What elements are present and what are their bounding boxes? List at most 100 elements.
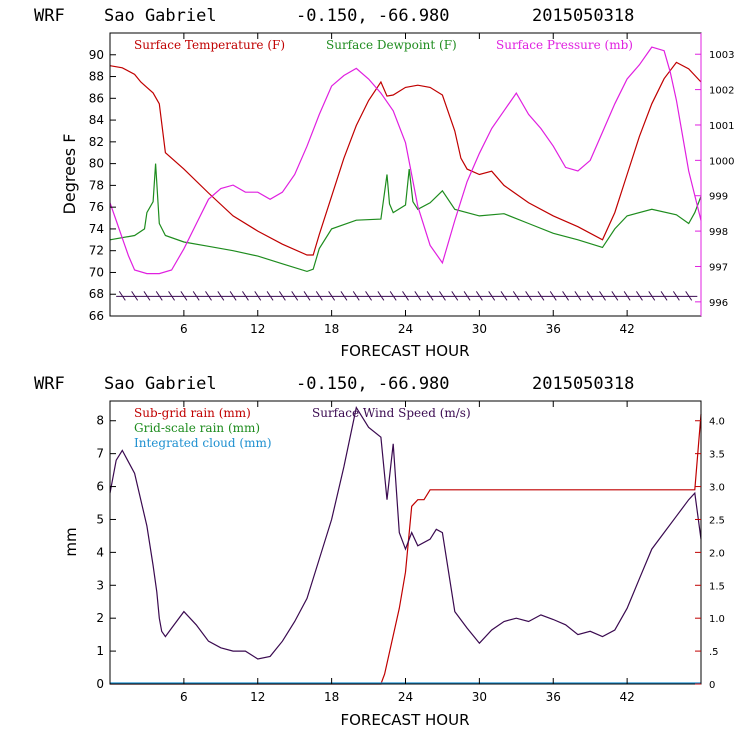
y2-tick-label: 4.0 [709,417,725,428]
wind-barb [131,291,139,301]
x-tick-label: 12 [250,322,265,336]
x-tick-label: 6 [180,690,188,704]
wind-barb [315,291,323,301]
bottom-wind-axis: 0 .5 1.0 1.5 2.0 2.5 3.0 3.5 4.0 [695,417,725,691]
y2-tick-label: 0 [709,680,715,691]
y2-tick-label: 1002 [709,86,734,97]
y-tick-label: 0 [96,677,104,691]
x-tick-label: 42 [619,322,634,336]
wind-barb [636,291,643,301]
y-tick-label: 2 [96,611,104,625]
wind-barb [512,291,520,301]
bottom-header-model: WRF [34,374,65,394]
y-tick-label: 80 [89,157,104,171]
bottom-x-axis-label: FORECAST HOUR [340,711,469,729]
wind-barb [500,291,508,301]
y2-tick-label: 998 [709,227,728,238]
wind-barb [451,291,459,301]
wind-barb [217,291,225,301]
wind-barb [328,291,336,301]
y-tick-label: 70 [89,265,104,279]
wind-barb [352,291,360,301]
wind-barb [168,291,175,301]
y2-tick-label: 2.5 [709,515,725,526]
wind-barb [266,291,274,301]
bottom-y-axis: 0 1 2 3 4 5 6 7 8 [96,414,116,691]
wind-barb [648,291,656,301]
legend-integrated-cloud: Integrated cloud (mm) [134,436,272,450]
y2-tick-label: 2.0 [709,548,725,559]
y-tick-label: 4 [96,545,104,559]
precipitation-panel: WRF Sao Gabriel -0.150, -66.980 20150503… [34,374,725,729]
x-tick-label: 42 [619,690,634,704]
y2-tick-label: 1003 [709,50,734,61]
wind-barb [685,291,693,301]
y-tick-label: 68 [89,287,104,301]
top-y-axis-label: Degrees F [60,134,79,215]
series-line-sub-grid-rain-mm [110,414,702,685]
wind-barb [525,291,533,301]
top-y-axis: 66 68 70 72 74 76 78 80 82 84 86 88 90 [89,48,116,323]
y2-tick-label: 1.5 [709,581,725,592]
wind-barb [143,291,151,301]
y-tick-label: 6 [96,480,104,494]
x-tick-label: 30 [472,322,487,336]
x-tick-label: 6 [180,322,188,336]
bottom-header-init: 2015050318 [532,374,634,394]
wind-barb [192,291,200,301]
wind-barb [488,291,496,301]
wind-barb [291,291,299,301]
wind-barb [242,291,249,301]
x-tick-label: 18 [324,690,339,704]
y-tick-label: 76 [89,200,104,214]
y-tick-label: 78 [89,178,104,192]
series-line-surface-wind-speed-m-s [109,406,702,660]
wind-barb [205,291,212,301]
wind-barb [278,291,286,301]
y-tick-label: 74 [89,222,104,236]
wind-barb [254,291,262,301]
wind-barb [303,291,311,301]
y-tick-label: 66 [89,309,104,323]
wind-barb [475,291,483,301]
wind-barb [599,291,606,301]
top-x-axis-label: FORECAST HOUR [340,342,469,360]
legend-dewpoint: Surface Dewpoint (F) [326,38,457,52]
top-pressure-axis: 996 997 998 999 1000 1001 1002 1003 [695,50,734,309]
bottom-y-axis-label: mm [62,527,80,556]
wind-barb [463,291,471,301]
wind-barb [402,291,409,301]
bottom-x-axis: 6 12 18 24 30 36 42 [180,401,635,704]
wind-barb [623,291,631,301]
top-x-axis: 6 12 18 24 30 36 42 [180,33,635,336]
y-tick-label: 8 [96,414,104,428]
series-line-surface-temperature-f [109,61,702,256]
wind-barbs [116,291,698,301]
bottom-header-coords: -0.150, -66.980 [296,374,450,394]
y2-tick-label: 996 [709,298,728,309]
wind-barb [229,291,237,301]
temperature-panel: WRF Sao Gabriel -0.150, -66.980 20150503… [34,6,734,360]
wind-barb [155,291,163,301]
y-tick-label: 90 [89,48,104,62]
wind-barb [365,291,372,301]
y-tick-label: 3 [96,578,104,592]
y2-tick-label: 1001 [709,121,734,132]
y2-tick-label: 997 [709,262,728,273]
y2-tick-label: 1.0 [709,614,725,625]
x-tick-label: 18 [324,322,339,336]
top-header-model: WRF [34,6,65,26]
wind-barb [660,291,668,301]
legend-pressure: Surface Pressure (mb) [496,38,633,52]
y-tick-label: 86 [89,91,104,105]
bottom-header-location: Sao Gabriel [104,374,217,394]
legend-gridscale-rain: Grid-scale rain (mm) [134,421,260,435]
wind-barb [537,291,545,301]
top-header-coords: -0.150, -66.980 [296,6,450,26]
legend-wind-speed: Surface Wind Speed (m/s) [312,406,471,420]
wind-barb [340,291,348,301]
y-tick-label: 72 [89,244,104,258]
wind-barb [426,291,434,301]
y2-tick-label: 1000 [709,156,734,167]
y-tick-label: 7 [96,447,104,461]
